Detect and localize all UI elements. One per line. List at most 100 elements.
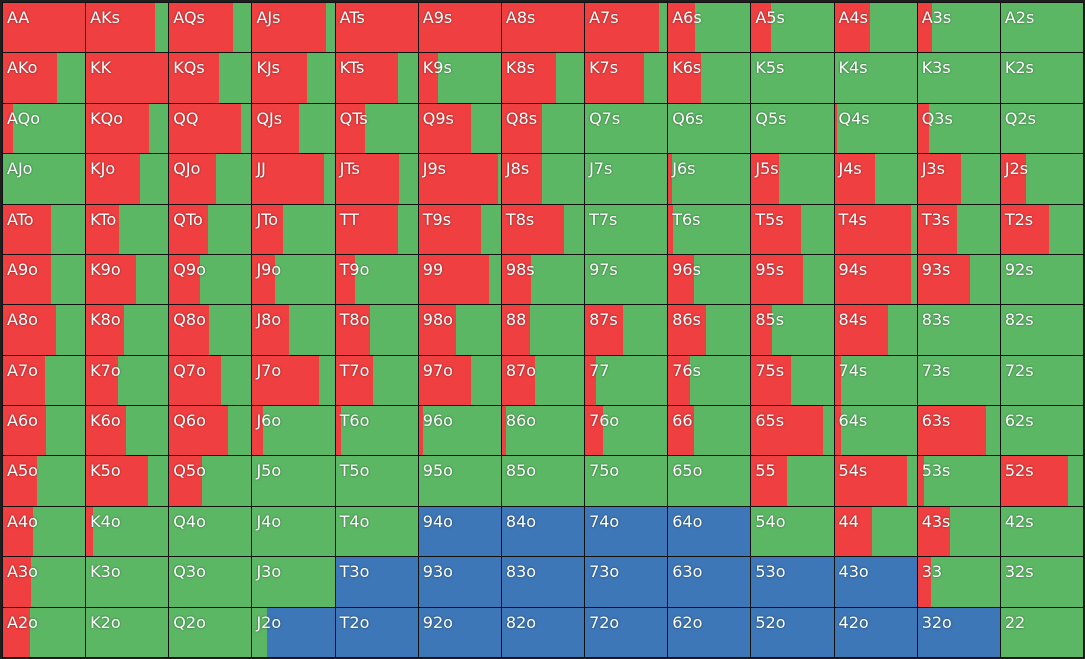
hand-cell: AKs [85,2,170,54]
raise-bar [751,3,772,53]
hand-label: K6o [90,411,121,431]
hand-label: 42s [1004,511,1034,531]
raise-bar [335,103,366,154]
hand-cell: 32s [999,556,1084,608]
hand-cell: 82o [500,606,586,658]
raise-bar [86,53,169,103]
hand-label: 52o [755,612,786,632]
hand-cell: K3s [916,52,1001,104]
raise-bar [169,305,209,355]
fold-bar [418,557,501,607]
hand-label: 85s [755,310,785,330]
hand-label: J4s [838,159,862,179]
raise-bar [834,305,888,355]
hand-label: A2s [1004,8,1035,27]
hand-label: Q9o [173,259,206,279]
hand-cell: J6s [667,153,752,205]
hand-label: T9s [422,209,452,229]
hand-cell: T4o [334,505,419,558]
hand-cell: J9s [417,153,502,205]
hand-cell: 84o [500,505,586,558]
raise-bar [834,154,875,204]
raise-bar [501,406,507,456]
hand-cell: 53s [916,455,1001,507]
raise-bar [252,3,327,53]
hand-cell: J3o [251,556,336,608]
fold-bar [668,506,751,557]
hand-label: Q3s [921,108,953,128]
hand-label: 84s [838,310,868,330]
hand-cell: 85o [500,455,586,507]
hand-label: T2s [1004,209,1034,229]
hand-label: 44 [838,511,859,531]
hand-label: 63o [672,562,703,582]
hand-label: QJs [256,108,283,128]
raise-bar [834,3,870,53]
hand-cell: 73o [584,556,669,608]
raise-bar [668,254,694,305]
fold-bar [668,557,751,607]
hand-label: 83s [921,310,951,330]
hand-cell: 66 [667,405,752,457]
hand-label: AJo [7,159,33,179]
raise-bar [3,204,51,254]
hand-label: 65o [672,461,703,481]
hand-label: T2o [339,612,370,632]
hand-cell: T7o [334,354,419,407]
raise-bar [3,506,33,557]
hand-cell: K7o [85,354,170,407]
hand-cell: 54o [750,505,835,558]
hand-cell: 73s [916,354,1001,407]
hand-cell: J8s [500,153,586,205]
raise-bar [169,456,203,506]
hand-cell: 84s [833,304,918,356]
fold-bar [501,607,585,657]
hand-cell: 75s [750,354,835,407]
hand-label: 97s [589,259,618,279]
raise-bar [501,154,543,204]
raise-bar [252,355,319,406]
raise-bar [668,355,691,406]
hand-cell: 43s [916,505,1001,558]
hand-label: T8s [505,209,535,229]
raise-bar [86,506,93,557]
hand-cell: 64s [833,405,918,457]
raise-bar [335,154,399,204]
hand-label: A6s [672,8,702,27]
hand-label: T3s [921,209,950,229]
raise-bar [418,406,423,456]
hand-label: J4o [256,511,282,531]
hand-cell: 96s [667,253,752,306]
hand-label: 22 [1004,612,1026,632]
raise-bar [3,305,56,355]
hand-cell: QQ [168,102,253,155]
hand-cell: 74o [584,505,669,558]
hand-label: J5o [256,461,282,481]
raise-bar [252,406,264,456]
hand-cell: K9o [85,253,170,306]
fold-bar [501,557,585,607]
hand-label: 75o [589,461,620,481]
hand-cell: 52s [999,455,1084,507]
hand-cell: A6s [667,2,752,54]
hand-cell: Q4s [833,102,918,155]
raise-bar [3,3,86,53]
hand-cell: KTs [334,52,419,104]
hand-cell: 65o [667,455,752,507]
raise-bar [917,3,933,53]
hand-label: T8o [339,310,370,330]
hand-label: A8o [7,310,38,330]
hand-cell: J5o [251,455,336,507]
hand-cell: Q5o [168,455,253,507]
raise-bar [169,204,208,254]
fold-bar [834,607,917,657]
fold-bar [335,557,418,607]
hand-label: K8o [90,310,121,330]
raise-bar [501,103,543,154]
raise-bar [668,406,694,456]
raise-bar [418,53,439,103]
hand-cell: 75o [584,455,669,507]
hand-cell: 93o [417,556,502,608]
hand-label: TT [339,209,359,229]
